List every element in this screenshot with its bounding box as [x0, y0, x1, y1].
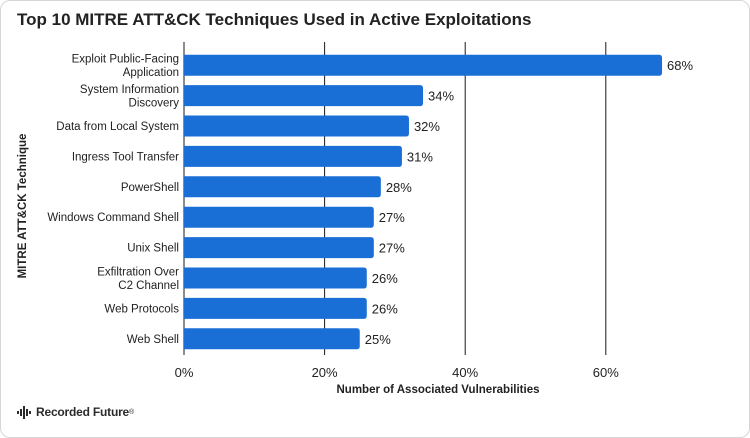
- y-category-label: Data from Local System: [56, 121, 179, 133]
- y-category-label: Ingress Tool Transfer: [72, 151, 179, 163]
- bar-value-label: 27%: [379, 241, 405, 256]
- bar-value-label: 32%: [414, 119, 440, 134]
- bar-value-label: 68%: [667, 58, 693, 73]
- bar: [184, 145, 402, 167]
- bar-value-label: 27%: [379, 210, 405, 225]
- chart-title: Top 10 MITRE ATT&CK Techniques Used in A…: [17, 10, 532, 29]
- y-category-label: Exfiltration Over C2 Channel: [97, 266, 179, 292]
- bar-value-label: 31%: [407, 149, 433, 164]
- bar-chart: 0% 20% 40% 60% 68% Exploit Public-Facing Appli…: [17, 42, 693, 396]
- bar: [184, 85, 424, 107]
- recorded-future-logo-icon: [17, 405, 31, 419]
- brand-name: Recorded Future: [36, 405, 130, 419]
- brand-logo: Recorded Future ®: [17, 405, 134, 419]
- y-category-label: Unix Shell: [127, 243, 179, 255]
- y-category-label: Web Shell: [127, 334, 179, 346]
- bar: [184, 54, 663, 76]
- bar: [184, 267, 367, 289]
- bar: [184, 176, 381, 198]
- x-tick-label: 20%: [312, 365, 338, 380]
- y-category-label: Web Protocols: [104, 303, 179, 315]
- bar: [184, 206, 374, 228]
- x-axis-title: Number of Associated Vulnerabilities: [336, 384, 539, 396]
- y-category-label: PowerShell: [121, 182, 179, 194]
- bar-value-label: 26%: [372, 271, 398, 286]
- x-tick-label: 0%: [175, 365, 194, 380]
- y-category-label: Exploit Public-Facing Application: [72, 53, 179, 78]
- x-tick-label: 40%: [452, 365, 478, 380]
- bar-value-label: 28%: [386, 180, 412, 195]
- bar: [184, 297, 367, 319]
- y-category-label: System Information Discovery: [80, 84, 179, 110]
- bar-value-label: 34%: [428, 89, 454, 104]
- bar-value-label: 26%: [372, 301, 398, 316]
- x-tick-label: 60%: [593, 365, 619, 380]
- bar: [184, 328, 360, 350]
- y-axis-title: MITRE ATT&CK Technique: [17, 134, 29, 279]
- brand-trademark: ®: [129, 408, 134, 416]
- bar-value-label: 25%: [365, 332, 391, 347]
- y-category-label: Windows Command Shell: [47, 212, 179, 224]
- bar: [184, 115, 409, 137]
- bar: [184, 237, 374, 259]
